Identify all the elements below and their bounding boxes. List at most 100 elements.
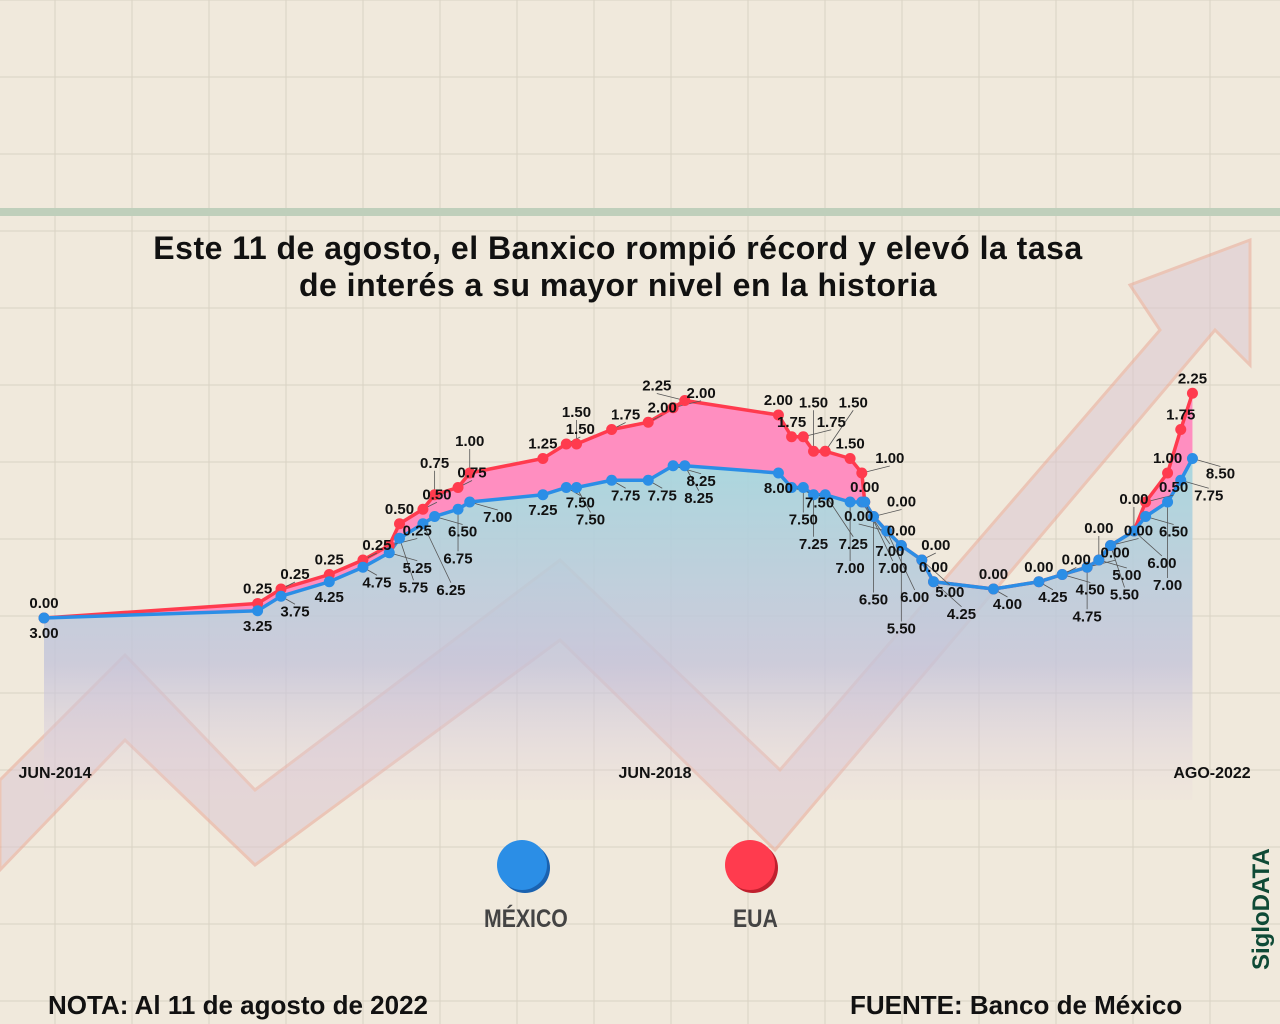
mexico-data-label: 4.50 — [1076, 582, 1105, 599]
mexico-point — [357, 561, 369, 573]
mexico-data-label: 3.25 — [243, 618, 272, 635]
mexico-data-label: 5.75 — [399, 579, 428, 596]
eua-data-label: 0.00 — [919, 559, 948, 576]
mexico-data-label: 7.75 — [1194, 487, 1223, 504]
eua-data-label: 0.25 — [243, 581, 272, 598]
chart-title: Este 11 de agosto, el Banxico rompió réc… — [0, 230, 1236, 304]
eua-data-label: 1.50 — [566, 421, 595, 438]
mexico-data-label: 6.75 — [443, 550, 472, 567]
eua-point — [1186, 387, 1198, 399]
mexico-point — [537, 489, 549, 501]
eua-point — [808, 445, 820, 457]
label-leader-line — [824, 494, 854, 537]
mexico-point — [1186, 453, 1198, 464]
eua-data-label: 1.50 — [562, 404, 591, 421]
eua-point — [452, 482, 464, 493]
mexico-data-label: 7.75 — [611, 487, 640, 504]
mexico-point — [383, 547, 395, 559]
eua-data-label: 0.75 — [420, 455, 449, 472]
mexico-point — [606, 474, 618, 486]
mexico-point — [916, 554, 928, 566]
label-leader-line — [824, 410, 854, 452]
eua-data-label: 2.00 — [686, 385, 715, 402]
eua-data-label: 1.50 — [836, 436, 865, 453]
eua-point — [417, 503, 429, 515]
eua-data-label: 0.00 — [1124, 523, 1153, 540]
eua-data-label: 0.00 — [844, 508, 873, 525]
mexico-data-label: 7.50 — [805, 495, 834, 512]
mexico-point — [642, 474, 654, 486]
eua-point — [537, 453, 549, 464]
source: FUENTE: Banco de México — [850, 990, 1183, 1020]
mexico-data-label: 7.75 — [648, 487, 677, 504]
mexico-data-label: 4.75 — [1073, 608, 1102, 625]
eua-data-label: 0.00 — [1024, 559, 1053, 576]
eua-data-label: 1.75 — [1166, 407, 1195, 424]
eua-data-label: 2.00 — [648, 399, 677, 416]
mexico-data-label: 3.75 — [280, 603, 309, 620]
eua-point — [429, 489, 441, 501]
eua-data-label: 2.00 — [764, 392, 793, 409]
x-tick-label: JUN-2018 — [619, 765, 692, 782]
mexico-data-label: 5.00 — [935, 584, 964, 601]
mexico-point — [1175, 474, 1187, 486]
mexico-data-label: 4.75 — [362, 574, 391, 591]
mexico-data-label: 5.50 — [1110, 587, 1139, 604]
mexico-data-label: 5.50 — [887, 621, 916, 638]
mexico-data-label: 6.50 — [1159, 524, 1188, 541]
eua-data-label: 0.25 — [315, 552, 344, 569]
mexico-data-label: 6.00 — [900, 589, 929, 606]
label-leader-line — [399, 538, 414, 581]
eua-point — [772, 409, 784, 421]
eua-data-label: 0.00 — [921, 537, 950, 554]
mexico-point — [560, 482, 572, 493]
x-tick-label: AGO-2022 — [1173, 765, 1250, 782]
eua-data-label: 1.50 — [799, 394, 828, 411]
eua-data-label: 0.00 — [1084, 520, 1113, 537]
eua-data-label: 0.50 — [385, 501, 414, 518]
title-line-1: Este 11 de agosto, el Banxico rompió réc… — [153, 230, 1083, 266]
eua-data-label: 0.00 — [1101, 544, 1130, 561]
mexico-point — [1056, 569, 1068, 580]
mexico-point — [808, 489, 820, 501]
mexico-data-label: 6.50 — [859, 592, 888, 609]
mexico-data-label: 7.25 — [799, 536, 828, 553]
mexico-data-label: 4.25 — [315, 589, 344, 606]
eua-data-label: 1.25 — [528, 436, 557, 453]
eua-data-label: 0.25 — [280, 566, 309, 583]
label-leader-line — [933, 581, 962, 608]
mexico-point — [275, 590, 287, 602]
eua-data-label: 1.50 — [839, 394, 868, 411]
mexico-data-label: 8.00 — [764, 480, 793, 497]
mexico-point — [844, 496, 856, 508]
label-leader-line — [1133, 530, 1163, 557]
mexico-data-label: 7.00 — [878, 560, 907, 577]
mexico-point — [323, 576, 335, 588]
mexico-data-label: 7.50 — [576, 512, 605, 529]
mexico-point — [394, 532, 406, 544]
mexico-point — [417, 518, 429, 530]
label-leader-line — [1110, 545, 1125, 588]
mexico-data-label: 8.50 — [1206, 466, 1235, 483]
mexico-point — [679, 460, 691, 472]
mexico-data-label: 4.00 — [993, 596, 1022, 613]
mexico-data-label: 7.00 — [836, 560, 865, 577]
eua-point — [856, 467, 868, 479]
eua-data-label: 1.00 — [455, 433, 484, 450]
eua-data-label: 0.00 — [1119, 491, 1148, 508]
label-leader-line — [921, 559, 951, 586]
mexico-point — [667, 460, 679, 472]
mexico-data-label: 3.00 — [29, 625, 58, 642]
eua-point — [844, 453, 856, 464]
mexico-point — [252, 605, 264, 617]
mexico-data-label: 4.25 — [1038, 589, 1067, 606]
x-tick-label: JUN-2014 — [19, 765, 92, 782]
eua-area — [44, 393, 1193, 618]
legend-mexico-label: MÉXICO — [484, 905, 568, 933]
eua-data-label: 1.75 — [611, 407, 640, 424]
mexico-point — [786, 482, 798, 493]
mexico-data-label: 7.00 — [875, 543, 904, 560]
label-leader-line — [422, 523, 452, 583]
eua-data-label: 1.00 — [1153, 450, 1182, 467]
